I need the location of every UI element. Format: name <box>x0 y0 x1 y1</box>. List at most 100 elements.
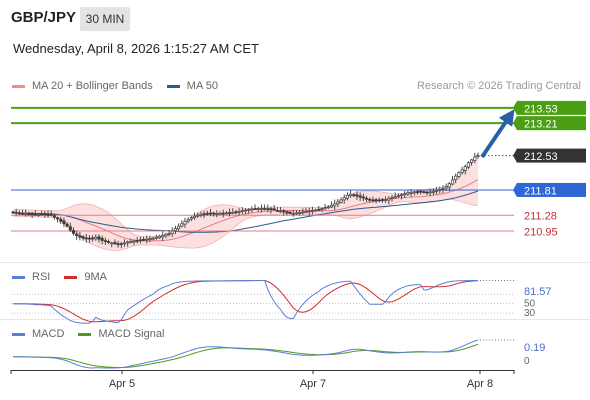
rsi-legend: RSI 9MA <box>12 271 121 283</box>
candle-body <box>463 166 467 171</box>
legend-rsi-ma[interactable]: 9MA <box>64 271 107 283</box>
time-tick-label-0: Apr 5 <box>109 378 135 390</box>
legend-macd-label: MACD <box>32 328 65 340</box>
candle-body <box>333 203 337 207</box>
candle-body <box>87 237 91 240</box>
candle-body <box>151 237 155 240</box>
candle-body <box>310 210 314 212</box>
candle-body <box>406 192 410 195</box>
candle-body <box>75 233 79 237</box>
candle-body <box>132 240 136 243</box>
candle-body <box>450 179 455 185</box>
candle-body <box>278 210 283 213</box>
legend-macd-signal[interactable]: MACD Signal <box>78 328 164 340</box>
candle-body <box>21 212 25 215</box>
candle-body <box>457 172 461 177</box>
candle-body <box>298 212 302 214</box>
candle-body <box>371 199 375 202</box>
rsi-tick-30: 30 <box>524 308 536 319</box>
candle-body <box>275 210 279 212</box>
candle-body <box>384 199 388 201</box>
candle-body <box>320 208 324 210</box>
candle-body <box>409 191 413 194</box>
candle-body <box>403 193 407 196</box>
support-label-2: 210.95 <box>524 226 558 238</box>
candle-body <box>396 195 400 198</box>
candle-body <box>473 156 477 161</box>
candle-body <box>358 195 362 198</box>
candle-body <box>301 211 305 214</box>
candle-body <box>14 211 18 214</box>
resistance-tag-2-label: 213.21 <box>524 119 558 131</box>
candle-body <box>291 212 295 215</box>
timeframe-button[interactable]: 30 MIN <box>80 7 130 31</box>
pivot-tag-pointer <box>513 182 517 197</box>
legend-ma20-swatch <box>12 84 25 88</box>
resistance-tag-1-pointer <box>513 100 517 115</box>
legend-ma20[interactable]: MA 20 + Bollinger Bands <box>12 80 153 92</box>
candle-body <box>243 209 248 212</box>
candle-body <box>43 213 47 216</box>
candle-body <box>307 210 311 213</box>
macd-tick-0: 0 <box>524 356 530 367</box>
legend-rsi-swatch <box>12 275 25 279</box>
candle-body <box>269 208 273 210</box>
candle-body <box>11 211 15 214</box>
candle-body <box>40 213 44 216</box>
candle-body <box>215 212 219 215</box>
resistance-tag-2-bg <box>517 116 586 131</box>
legend-macd-signal-swatch <box>78 332 92 336</box>
candle-body <box>116 243 120 246</box>
candle-body <box>438 189 442 191</box>
candle-body <box>186 219 190 222</box>
candle-body <box>361 196 365 199</box>
candle-body <box>27 213 31 216</box>
candle-body <box>345 194 349 199</box>
rsi-line <box>13 280 478 324</box>
macd-line <box>13 339 479 369</box>
bollinger-band <box>13 153 478 251</box>
candle-body <box>81 236 85 239</box>
candle-body <box>17 212 21 215</box>
symbol-title: GBP/JPY <box>11 9 77 26</box>
candle-body <box>368 198 372 201</box>
candle-body <box>240 210 244 212</box>
resistance-tag-1-label: 213.53 <box>524 103 558 115</box>
candle-body <box>282 210 286 213</box>
candle-body <box>228 212 232 214</box>
candle-body <box>447 183 451 188</box>
legend-ma50[interactable]: MA 50 <box>166 80 218 92</box>
candle-body <box>272 208 276 211</box>
candle-body <box>460 169 464 173</box>
candle-body <box>247 209 251 211</box>
candle-body <box>157 235 162 239</box>
legend-rsi-ma-swatch <box>64 275 78 279</box>
bollinger-lower-line <box>13 198 479 251</box>
ma50-line <box>13 190 479 233</box>
candle-body <box>425 191 429 194</box>
candle-body <box>336 201 340 205</box>
candle-body <box>113 242 117 245</box>
candle-body <box>46 214 50 216</box>
candle-body <box>100 238 104 241</box>
candle-body <box>138 239 142 242</box>
candle-body <box>52 215 56 218</box>
legend-macd[interactable]: MACD <box>12 328 64 340</box>
candle-body <box>173 228 177 231</box>
support-label-1: 211.28 <box>524 211 557 223</box>
candle-body <box>304 211 308 213</box>
candle-body <box>161 234 165 238</box>
candle-body <box>84 237 88 240</box>
candle-body <box>189 217 193 220</box>
candle-body <box>148 238 152 240</box>
candle-body <box>180 223 184 227</box>
candle-body <box>103 240 107 242</box>
candle-body <box>387 198 391 201</box>
candle-body <box>129 241 133 243</box>
candle-body <box>294 212 299 215</box>
candle-body <box>374 199 378 202</box>
candle-body <box>393 196 397 199</box>
candle-body <box>339 199 343 203</box>
legend-rsi[interactable]: RSI <box>12 271 50 283</box>
resistance-tag-2-pointer <box>513 116 517 131</box>
